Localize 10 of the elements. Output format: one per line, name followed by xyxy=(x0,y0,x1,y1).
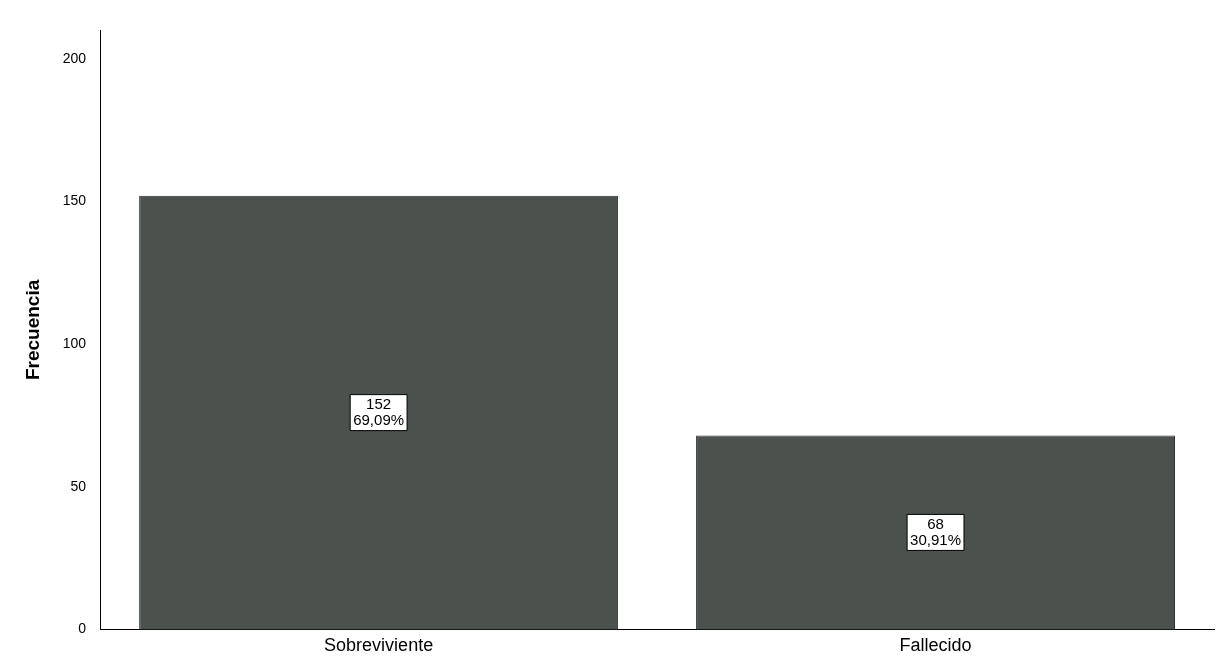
data-label: 68 30,91% xyxy=(910,514,961,548)
y-tick-label: 0 xyxy=(78,620,87,637)
y-tick-label: 100 xyxy=(62,335,87,352)
y-tick-label: 50 xyxy=(70,477,87,494)
y-tick-label: 150 xyxy=(62,192,87,209)
data-label: 152 69,09% xyxy=(353,394,405,428)
x-tick-label: Fallecido xyxy=(899,635,972,656)
y-tick-label: 200 xyxy=(62,49,87,66)
x-tick-label: Sobreviviente xyxy=(324,635,434,656)
y-axis-title: Frecuencia xyxy=(21,279,43,381)
